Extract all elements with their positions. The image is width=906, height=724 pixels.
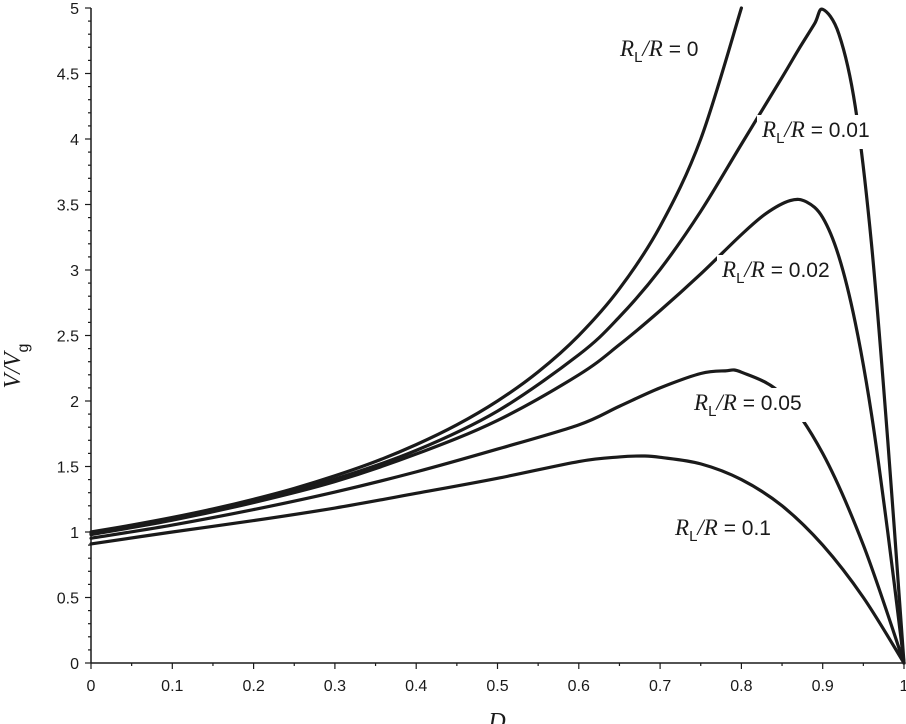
series-label-italic-rest: /R bbox=[742, 257, 764, 282]
series-line-rl-r-0-1 bbox=[89, 454, 906, 665]
y-axis-title: V/Vg bbox=[0, 344, 32, 389]
y-tick-label: 5 bbox=[70, 1, 79, 18]
y-axis-title-subscript: g bbox=[15, 344, 32, 353]
series-label-backdrop bbox=[757, 115, 874, 149]
series-label-value: = 0.1 bbox=[718, 517, 771, 540]
y-tick-label: 0.5 bbox=[57, 591, 79, 608]
y-axis-title-group: V/Vg bbox=[0, 344, 32, 389]
y-ticks: 0 0.5 1 1.5 2 2.5 3 3.5 4 4.5 5 bbox=[57, 1, 91, 673]
series-label-value: = 0.01 bbox=[805, 119, 870, 142]
x-axis-title: D bbox=[487, 709, 505, 724]
series-label-rl-r-0: RL/R = 0 bbox=[619, 36, 698, 66]
series-label-italic: R bbox=[619, 36, 634, 61]
x-tick-label: 0.6 bbox=[568, 678, 590, 695]
x-tick-label: 0.9 bbox=[812, 678, 834, 695]
x-tick-label: 1 bbox=[900, 678, 906, 695]
series-line-rl-r-0-01 bbox=[89, 7, 906, 665]
y-tick-label: 0 bbox=[70, 656, 79, 673]
series-label-rl-r-0-01: RL/R = 0.01 bbox=[761, 117, 870, 147]
series-label-backdrop bbox=[689, 388, 806, 422]
axes bbox=[90, 8, 904, 664]
x-tick-label: 0.4 bbox=[405, 678, 427, 695]
y-tick-label: 3 bbox=[70, 263, 79, 280]
series-label-italic-rest: /R bbox=[640, 36, 662, 61]
series-label-value: = 0.05 bbox=[737, 392, 802, 415]
series-line-rl-r-0-02 bbox=[89, 197, 906, 665]
series-label-italic: R bbox=[761, 117, 776, 142]
series-label-subscript: L bbox=[776, 130, 784, 147]
x-tick-label: 0.3 bbox=[324, 678, 346, 695]
series-label-backdrop bbox=[670, 513, 775, 547]
x-tick-label: 0.1 bbox=[161, 678, 183, 695]
x-tick-label: 0 bbox=[87, 678, 96, 695]
series-label-subscript: L bbox=[708, 403, 716, 420]
series-label-subscript: L bbox=[736, 270, 744, 287]
x-tick-label: 0.8 bbox=[730, 678, 752, 695]
y-tick-label: 1 bbox=[70, 525, 79, 542]
series-label-rl-r-0-02: RL/R = 0.02 bbox=[721, 257, 830, 287]
y-tick-label: 1.5 bbox=[57, 460, 79, 477]
y-axis-title-main: V/V bbox=[0, 350, 26, 388]
x-tick-label: 0.2 bbox=[242, 678, 264, 695]
series-line-rl-r-0-05 bbox=[89, 368, 906, 665]
series-label-rl-r-0-1: RL/R = 0.1 bbox=[674, 515, 771, 545]
y-tick-label: 2 bbox=[70, 394, 79, 411]
y-tick-label: 4.5 bbox=[57, 67, 79, 84]
series-label-italic-rest: /R bbox=[782, 117, 804, 142]
x-ticks: 0 0.1 0.2 0.3 0.4 0.5 0.6 0.7 0.8 0.9 1 bbox=[87, 663, 906, 695]
series-label-backdrop bbox=[615, 34, 703, 68]
series-label-value: = 0.02 bbox=[765, 259, 830, 282]
y-tick-label: 2.5 bbox=[57, 329, 79, 346]
x-tick-label: 0.5 bbox=[486, 678, 508, 695]
series-label-subscript: L bbox=[634, 49, 642, 66]
series-label-value: = 0 bbox=[663, 38, 699, 61]
series-group bbox=[89, 6, 906, 665]
series-label-rl-r-0-05: RL/R = 0.05 bbox=[693, 390, 802, 420]
y-tick-label: 4 bbox=[70, 132, 79, 149]
x-tick-label: 0.7 bbox=[649, 678, 671, 695]
series-label-italic: R bbox=[674, 515, 689, 540]
series-label-italic: R bbox=[693, 390, 708, 415]
series-label-subscript: L bbox=[689, 528, 697, 545]
series-label-italic-rest: /R bbox=[714, 390, 736, 415]
y-tick-label: 3.5 bbox=[57, 198, 79, 215]
series-label-italic-rest: /R bbox=[695, 515, 717, 540]
series-label-backdrop bbox=[717, 255, 834, 289]
series-label-italic: R bbox=[721, 257, 736, 282]
